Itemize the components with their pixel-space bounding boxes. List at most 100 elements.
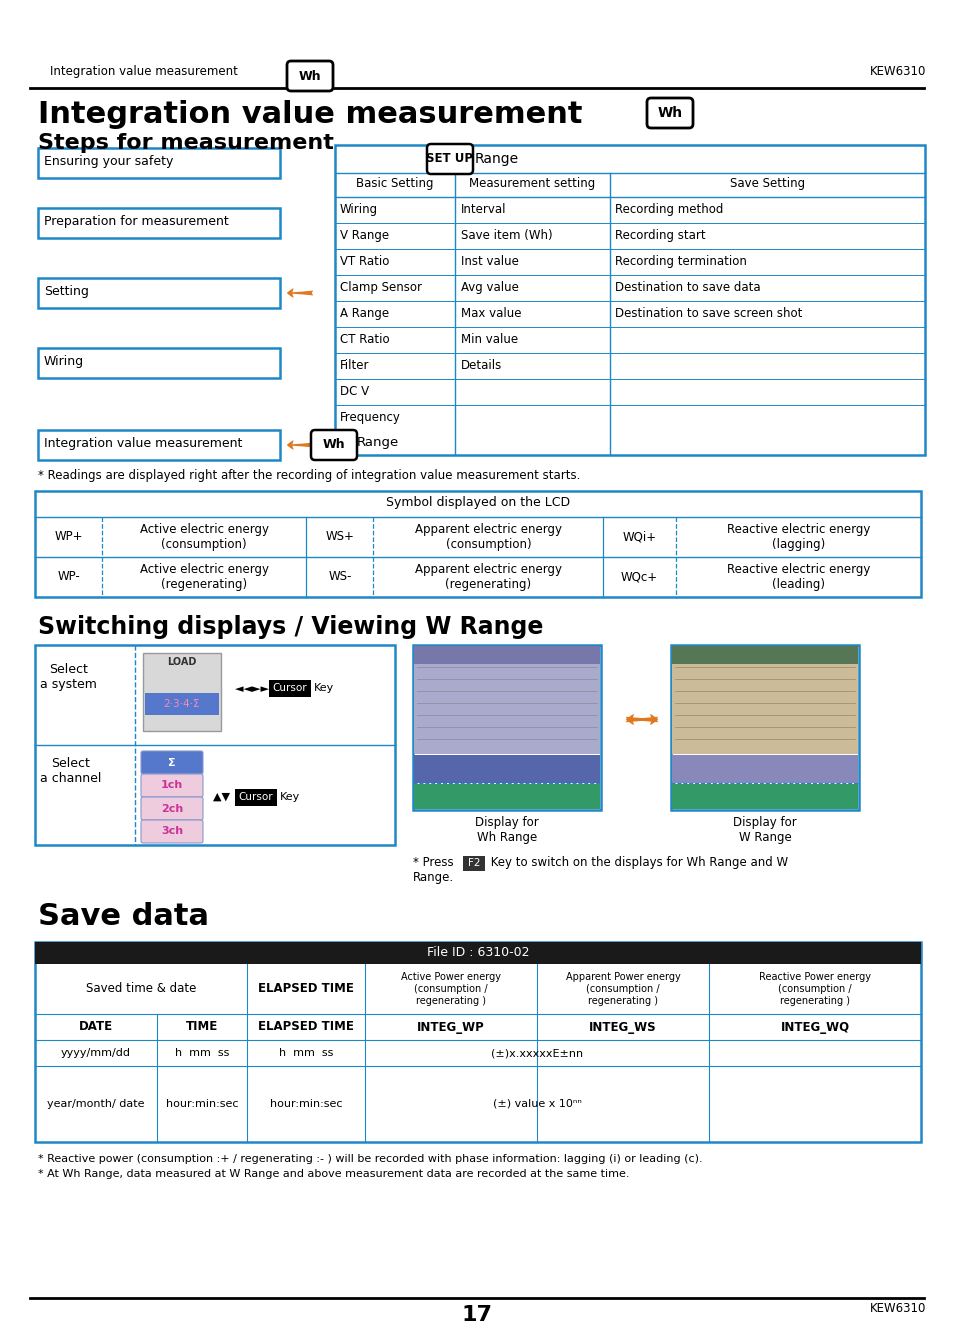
Text: 3ch: 3ch — [161, 826, 183, 837]
Bar — [35, 943, 920, 964]
Text: Symbol displayed on the LCD: Symbol displayed on the LCD — [386, 495, 570, 509]
Text: Switching displays / Viewing W Range: Switching displays / Viewing W Range — [38, 615, 543, 639]
Text: Key: Key — [314, 683, 334, 694]
Text: KEW6310: KEW6310 — [869, 1302, 925, 1315]
FancyBboxPatch shape — [141, 819, 203, 844]
Bar — [143, 653, 221, 731]
Text: Max value: Max value — [460, 307, 521, 320]
Text: ◄◄►►: ◄◄►► — [234, 684, 273, 694]
Text: Display for
W Range: Display for W Range — [732, 815, 796, 844]
Text: Key: Key — [280, 791, 300, 802]
Bar — [414, 645, 599, 664]
Bar — [335, 145, 924, 455]
Text: Active electric energy
(regenerating): Active electric energy (regenerating) — [139, 562, 269, 590]
Text: Reactive Power energy
(consumption /
regenerating ): Reactive Power energy (consumption / reg… — [759, 972, 870, 1006]
Text: VT Ratio: VT Ratio — [339, 254, 389, 268]
Text: Apparent electric energy
(regenerating): Apparent electric energy (regenerating) — [415, 562, 561, 590]
Text: Saved time & date: Saved time & date — [86, 983, 196, 995]
Text: WS-: WS- — [328, 570, 351, 584]
Text: CT Ratio: CT Ratio — [339, 333, 389, 345]
Text: SET UP: SET UP — [426, 153, 473, 166]
Text: Save Setting: Save Setting — [729, 177, 804, 190]
Text: LOAD: LOAD — [167, 657, 196, 667]
Text: Basic Setting: Basic Setting — [355, 177, 434, 190]
Text: 2·3·4·Σ: 2·3·4·Σ — [164, 699, 200, 708]
Bar — [234, 789, 276, 806]
FancyBboxPatch shape — [141, 751, 203, 774]
Text: Measurement setting: Measurement setting — [469, 177, 595, 190]
Text: (±) value x 10ⁿⁿ: (±) value x 10ⁿⁿ — [492, 1099, 580, 1109]
Text: A Range: A Range — [339, 307, 389, 320]
Text: File ID : 6310-02: File ID : 6310-02 — [426, 947, 529, 960]
Text: ▲▼: ▲▼ — [213, 791, 233, 802]
FancyBboxPatch shape — [287, 62, 333, 91]
Text: Wh: Wh — [322, 438, 345, 451]
Text: Integration value measurement: Integration value measurement — [44, 437, 242, 450]
Bar — [269, 680, 311, 698]
Text: Key to switch on the displays for Wh Range and W: Key to switch on the displays for Wh Ran… — [486, 856, 787, 869]
Text: WS+: WS+ — [325, 530, 354, 544]
Text: Recording termination: Recording termination — [615, 254, 746, 268]
Bar — [671, 785, 857, 809]
Text: WQc+: WQc+ — [620, 570, 658, 584]
Text: Wiring: Wiring — [339, 204, 377, 216]
Text: Apparent electric energy
(consumption): Apparent electric energy (consumption) — [415, 524, 561, 552]
Text: Min value: Min value — [460, 333, 517, 345]
FancyBboxPatch shape — [141, 774, 203, 797]
Text: INTEG_WQ: INTEG_WQ — [780, 1020, 849, 1034]
Text: ELAPSED TIME: ELAPSED TIME — [258, 1020, 354, 1034]
Text: Inst value: Inst value — [460, 254, 518, 268]
Text: Save data: Save data — [38, 902, 209, 931]
Text: Range: Range — [475, 153, 518, 166]
Bar — [38, 430, 280, 461]
Text: Destination to save data: Destination to save data — [615, 281, 760, 295]
Bar — [38, 348, 280, 378]
Text: V Range: V Range — [339, 229, 389, 242]
Text: Active Power energy
(consumption /
regenerating ): Active Power energy (consumption / regen… — [400, 972, 500, 1006]
Text: 17: 17 — [461, 1306, 492, 1326]
Text: Range: Range — [356, 437, 399, 449]
Text: DC V: DC V — [339, 386, 369, 398]
Bar — [38, 149, 280, 178]
Text: 1ch: 1ch — [161, 781, 183, 790]
FancyBboxPatch shape — [141, 797, 203, 819]
Text: TIME: TIME — [186, 1020, 218, 1034]
Text: Active electric energy
(consumption): Active electric energy (consumption) — [139, 524, 269, 552]
Text: WP-: WP- — [57, 570, 80, 584]
Text: Cursor: Cursor — [273, 683, 307, 694]
Text: Interval: Interval — [460, 204, 506, 216]
Text: Ensuring your safety: Ensuring your safety — [44, 155, 173, 167]
Text: Recording method: Recording method — [615, 204, 722, 216]
Text: Reactive electric energy
(leading): Reactive electric energy (leading) — [726, 562, 869, 590]
Text: * Readings are displayed right after the recording of integration value measurem: * Readings are displayed right after the… — [38, 469, 579, 482]
Text: Wh: Wh — [657, 106, 681, 121]
Text: Σ: Σ — [168, 758, 175, 767]
Text: Destination to save screen shot: Destination to save screen shot — [615, 307, 801, 320]
Text: Steps for measurement: Steps for measurement — [38, 133, 334, 153]
Text: yyyy/mm/dd: yyyy/mm/dd — [61, 1048, 131, 1058]
Bar — [414, 785, 599, 809]
Text: KEW6310: KEW6310 — [869, 66, 925, 78]
Text: * Reactive power (consumption :+ / regenerating :- ) will be recorded with phase: * Reactive power (consumption :+ / regen… — [38, 1154, 702, 1164]
Text: Save item (Wh): Save item (Wh) — [460, 229, 552, 242]
Bar — [35, 491, 920, 597]
Bar — [38, 279, 280, 308]
Bar — [414, 664, 599, 754]
Text: DATE: DATE — [79, 1020, 113, 1034]
Text: Range.: Range. — [413, 870, 454, 884]
Text: Preparation for measurement: Preparation for measurement — [44, 216, 229, 228]
Text: WQi+: WQi+ — [621, 530, 656, 544]
Text: hour:min:sec: hour:min:sec — [166, 1099, 238, 1109]
Text: F2: F2 — [467, 858, 479, 869]
FancyBboxPatch shape — [646, 98, 692, 129]
Text: 2ch: 2ch — [161, 803, 183, 814]
Text: WP+: WP+ — [54, 530, 83, 544]
Text: INTEG_WP: INTEG_WP — [416, 1020, 484, 1034]
Text: Filter: Filter — [339, 359, 369, 372]
Text: Display for
Wh Range: Display for Wh Range — [475, 815, 538, 844]
Text: INTEG_WS: INTEG_WS — [589, 1020, 656, 1034]
Bar — [35, 645, 395, 845]
Text: Apparent Power energy
(consumption /
regenerating ): Apparent Power energy (consumption / reg… — [565, 972, 679, 1006]
FancyBboxPatch shape — [311, 430, 356, 461]
Text: Clamp Sensor: Clamp Sensor — [339, 281, 421, 295]
